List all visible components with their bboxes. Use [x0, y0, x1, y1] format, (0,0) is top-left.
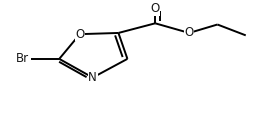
Text: N: N [88, 71, 97, 84]
Text: O: O [185, 26, 194, 39]
Text: O: O [75, 28, 85, 41]
Text: Br: Br [16, 52, 29, 65]
Text: O: O [151, 2, 160, 15]
